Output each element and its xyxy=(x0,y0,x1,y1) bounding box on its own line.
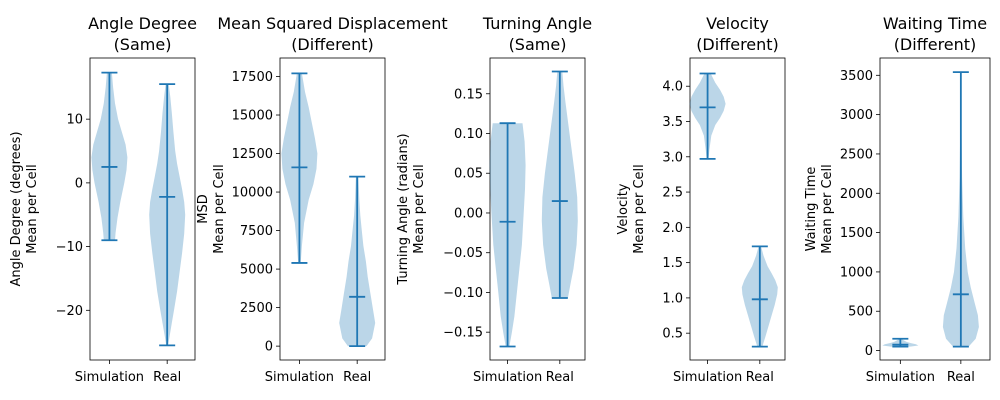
y-tick-label: 0.15 xyxy=(454,87,483,102)
chart-title-line: (Different) xyxy=(696,35,779,54)
y-tick-label: 3500 xyxy=(840,69,873,84)
y-axis-label: Waiting Time xyxy=(804,167,819,252)
y-tick-label: 4.0 xyxy=(662,80,683,95)
subplot-2: Mean Squared Displacement (Different) 0 250… xyxy=(196,14,448,385)
chart-title-line: Velocity xyxy=(706,14,769,33)
y-tick-label: 0 xyxy=(865,344,873,359)
y-tick-label: 3.5 xyxy=(662,115,683,130)
y-tick-label: 3000 xyxy=(840,108,873,123)
y-tick-label: 7500 xyxy=(240,224,273,239)
subplot-4: Velocity (Different) 0.5 1.0 1.5 2.0 2.5 3.0 3.5… xyxy=(616,14,786,385)
x-tick-label: Simulation xyxy=(473,370,542,385)
y-tick-label: 0.05 xyxy=(454,167,483,182)
y-axis-label: Angle Degree (degrees) xyxy=(9,131,24,286)
y-tick-label: 1.0 xyxy=(662,291,683,306)
subplot-5: Waiting Time (Different) 0 500 1000 1500 2000 2… xyxy=(804,14,991,385)
y-axis-label: Velocity xyxy=(616,183,631,234)
y-axis-label: Mean per Cell xyxy=(412,164,427,254)
x-tick-label: Real xyxy=(947,370,975,385)
chart-title-line: (Different) xyxy=(894,35,977,54)
x-tick-label: Simulation xyxy=(265,370,334,385)
subplot-3: Turning Angle (Same) −0.15 −0.10 −0.05 0.00 0.… xyxy=(396,14,592,385)
y-tick-label: 0 xyxy=(75,176,83,191)
chart-title-line: (Same) xyxy=(509,35,567,54)
y-tick-label: 1.5 xyxy=(662,256,683,271)
y-axis-label: Mean per Cell xyxy=(25,164,40,254)
y-tick-label: 3.0 xyxy=(662,150,683,165)
y-tick-label: 0 xyxy=(265,340,273,355)
subplot-1: Angle Degree (Same) −20 −10 0 10 Simulation Rea… xyxy=(9,14,197,385)
y-tick-label: 2.0 xyxy=(662,221,683,236)
y-tick-label: −0.15 xyxy=(443,326,483,341)
y-tick-label: −0.10 xyxy=(443,286,483,301)
y-axis-label: Mean per Cell xyxy=(820,164,835,254)
y-tick-label: 2500 xyxy=(840,147,873,162)
y-tick-label: 10000 xyxy=(232,186,273,201)
chart-title-line: Angle Degree xyxy=(88,14,197,33)
x-tick-label: Real xyxy=(343,370,371,385)
y-tick-label: 2500 xyxy=(240,301,273,316)
axes-frame xyxy=(489,57,586,361)
y-tick-label: 10 xyxy=(66,113,83,128)
y-tick-label: 17500 xyxy=(232,70,273,85)
chart-title-line: (Different) xyxy=(291,35,374,54)
x-tick-label: Real xyxy=(746,370,774,385)
y-tick-label: 15000 xyxy=(232,109,273,124)
axes-frame xyxy=(89,57,196,361)
y-tick-label: 1000 xyxy=(840,265,873,280)
y-tick-label: −20 xyxy=(56,304,83,319)
y-tick-label: −0.05 xyxy=(443,246,483,261)
y-tick-label: 5000 xyxy=(240,263,273,278)
y-tick-label: −10 xyxy=(56,240,83,255)
axes-frame xyxy=(879,57,991,361)
x-tick-label: Simulation xyxy=(75,370,144,385)
y-tick-label: 500 xyxy=(848,305,873,320)
y-tick-label: 0.5 xyxy=(662,327,683,342)
y-axis-label: Turning Angle (radians) xyxy=(396,133,411,285)
y-tick-label: 0.10 xyxy=(454,127,483,142)
y-axis-label: Mean per Cell xyxy=(212,164,227,254)
axes-frame xyxy=(689,57,786,361)
y-tick-label: 12500 xyxy=(232,147,273,162)
y-tick-label: 2000 xyxy=(840,187,873,202)
chart-title-line: Mean Squared Displacement xyxy=(217,14,447,33)
y-axis-label: MSD xyxy=(196,194,211,223)
y-tick-label: 2.5 xyxy=(662,186,683,201)
y-tick-label: 1500 xyxy=(840,226,873,241)
x-tick-label: Real xyxy=(546,370,574,385)
x-tick-label: Simulation xyxy=(866,370,935,385)
x-tick-label: Real xyxy=(153,370,181,385)
y-axis-label: Mean per Cell xyxy=(632,164,647,254)
chart-title-line: Waiting Time xyxy=(883,14,987,33)
x-tick-label: Simulation xyxy=(673,370,742,385)
y-tick-label: 0.00 xyxy=(454,206,483,221)
axes-frame xyxy=(279,57,386,361)
chart-title-line: (Same) xyxy=(114,35,172,54)
chart-title-line: Turning Angle xyxy=(482,14,592,33)
